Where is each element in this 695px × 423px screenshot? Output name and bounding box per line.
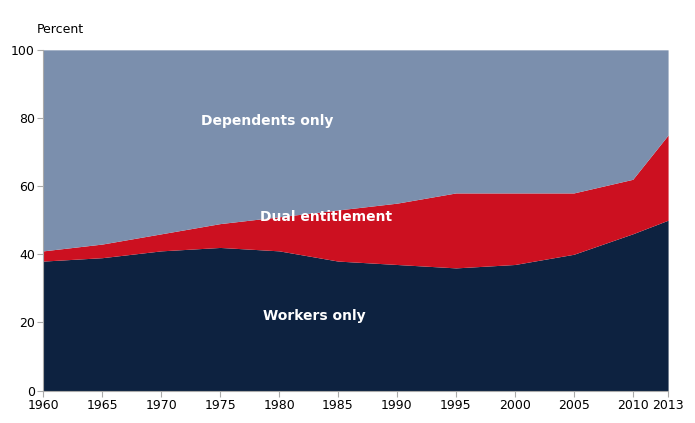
Text: Dependents only: Dependents only — [201, 114, 334, 129]
Text: Percent: Percent — [37, 23, 84, 36]
Text: Dual entitlement: Dual entitlement — [260, 210, 392, 224]
Text: Workers only: Workers only — [263, 309, 366, 323]
